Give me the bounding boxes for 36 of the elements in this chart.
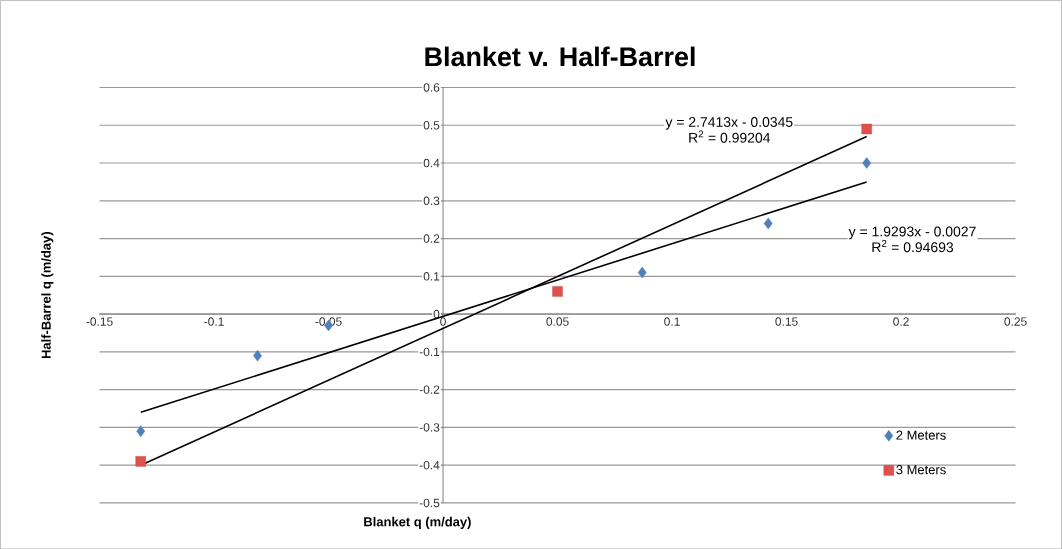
point: [861, 123, 872, 135]
y-tick-label: 0.4: [423, 158, 440, 168]
y-tick-label: 0.3: [423, 196, 440, 205]
x-tick-label: 0.1: [664, 317, 680, 326]
y-tick-label: -0.5: [419, 498, 440, 507]
x-tick-label: 0: [440, 317, 446, 326]
x-tick-label: -0.1: [204, 317, 224, 326]
y-tick-label: 0.2: [423, 234, 440, 243]
point: [136, 425, 146, 437]
legend-label: 3 Meters: [896, 464, 946, 475]
annotation: y = 1.9293x - 0.0027: [848, 226, 976, 240]
y-axis-title: Half-Barrel q (m/day): [41, 231, 54, 358]
x-tick-label: 0.25: [1004, 317, 1027, 326]
y-tick-label: 0.1: [423, 271, 440, 281]
x-axis-title: Blanket q (m/day): [364, 516, 471, 529]
legend-label: 2 Meters: [896, 430, 946, 440]
point: [637, 266, 647, 279]
y-tick-label: -0.4: [419, 460, 440, 470]
y-tick-label: 0.6: [423, 83, 440, 92]
x-tick-label: 0.05: [546, 317, 569, 326]
point: [135, 456, 146, 467]
point: [552, 286, 563, 297]
point: [862, 157, 872, 169]
y-tick-label: 0: [433, 309, 440, 319]
y-tick-label: -0.1: [419, 347, 440, 356]
chart-title: Blanket v. Half-Barrel: [425, 46, 695, 67]
annotation: R$^{2}$ = 0.99204: [689, 130, 771, 143]
x-tick-label: 0.2: [893, 317, 909, 326]
y-tick-label: -0.2: [419, 385, 440, 394]
y-tick-label: -0.3: [419, 422, 440, 432]
x-tick-label: -0.15: [86, 317, 113, 326]
annotation: R$^{2}$ = 0.94693: [872, 239, 954, 252]
annotation: y = 2.7413x - 0.0345: [665, 116, 793, 130]
y-tick-label: 0.5: [423, 120, 440, 130]
x-tick-label: 0.15: [775, 317, 798, 326]
point: [763, 217, 773, 229]
